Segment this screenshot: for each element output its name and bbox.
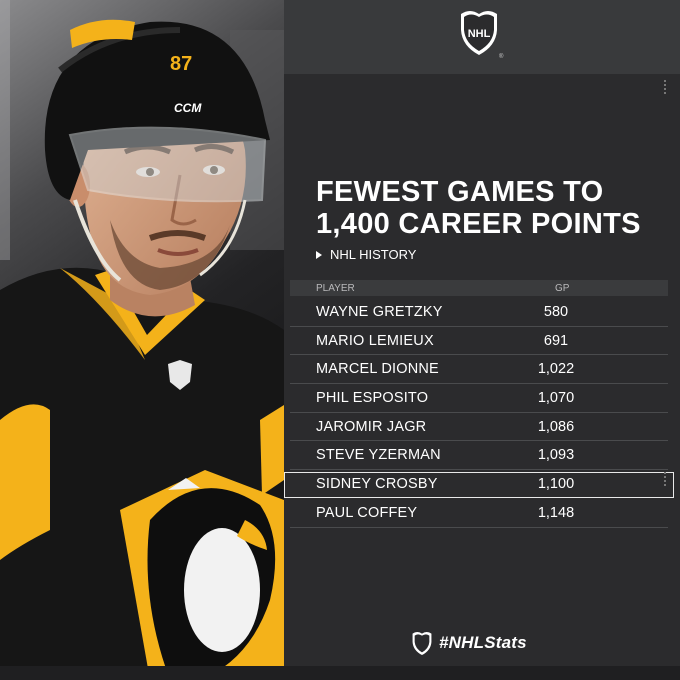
games-played: 1,070 [537,390,575,407]
stats-panel: NHL ® FEWEST GAMES TO 1,400 CAREER POINT… [284,0,680,680]
subtitle: NHL HISTORY [316,247,416,262]
games-played: 1,086 [537,418,575,435]
table-row: STEVE YZERMAN 1,093 [284,441,680,471]
nhl-shield-logo-icon: NHL [458,8,500,61]
table-row: WAYNE GRETZKY 580 [284,298,680,327]
player-name: SIDNEY CROSBY [316,476,438,493]
table-row: MARIO LEMIEUX 691 [284,327,680,356]
games-played: 1,022 [537,361,575,378]
games-played: 1,100 [537,476,575,493]
column-header-gp: GP [555,283,570,294]
games-played: 691 [543,332,569,349]
helmet-number: 87 [170,53,192,75]
panel-header: NHL ® [284,0,680,94]
table-row-highlighted: SIDNEY CROSBY 1,100 [284,470,680,499]
table-row: MARCEL DIONNE 1,022 [284,355,680,385]
nhl-small-logo-icon [412,632,432,656]
player-name: STEVE YZERMAN [316,447,441,464]
hashtag-text: #NHLStats [439,633,527,652]
table-row: PAUL COFFEY 1,148 [284,499,680,528]
player-name: PHIL ESPOSITO [316,390,429,407]
hashtag-footer: #NHLStats [411,630,527,656]
play-triangle-icon [316,250,322,259]
table-row: JAROMIR JAGR 1,086 [284,413,680,442]
player-name: MARCEL DIONNE [316,361,439,378]
page-title: FEWEST GAMES TO 1,400 CAREER POINTS [316,176,676,240]
decorative-dots [664,78,672,94]
title-line-1: FEWEST GAMES TO [316,176,604,208]
player-name: JAROMIR JAGR [316,418,427,435]
table-row: PHIL ESPOSITO 1,070 [284,384,680,413]
decorative-dots-lower [664,470,672,486]
title-line-2: 1,400 CAREER POINTS [316,208,641,240]
table-header: PLAYER GP [290,280,668,296]
registered-mark: ® [499,54,504,60]
player-name: WAYNE GRETZKY [316,304,443,320]
player-illustration: 87 CCM [0,0,284,680]
games-played: 580 [543,304,569,320]
nhl-logo-text: NHL [468,28,491,40]
helmet-brand: CCM [174,101,202,115]
bottom-bar [0,666,680,680]
games-played: 1,148 [537,504,575,521]
player-name: MARIO LEMIEUX [316,332,434,349]
column-header-player: PLAYER [316,283,355,294]
player-photo: 87 CCM [0,0,284,680]
games-played: 1,093 [537,447,575,464]
highlight-box [284,472,674,498]
stats-table: WAYNE GRETZKY 580 MARIO LEMIEUX 691 MARC… [284,298,680,528]
subtitle-text: NHL HISTORY [330,247,417,262]
player-name: PAUL COFFEY [316,504,418,521]
